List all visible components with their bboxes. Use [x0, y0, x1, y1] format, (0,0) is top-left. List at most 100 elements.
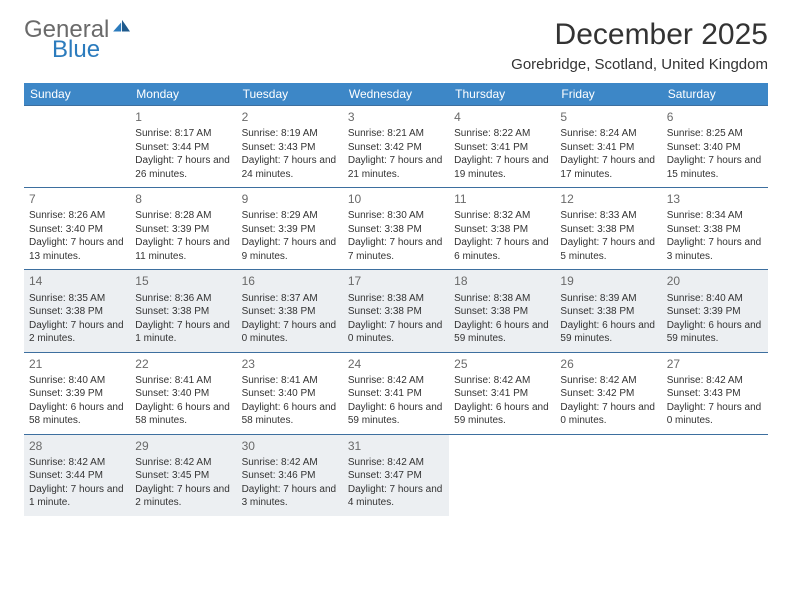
- sunset-line: Sunset: 3:44 PM: [135, 141, 231, 155]
- dow-header-saturday: Saturday: [662, 83, 768, 105]
- sunrise-line: Sunrise: 8:42 AM: [454, 374, 550, 388]
- sunrise-line: Sunrise: 8:21 AM: [348, 127, 444, 141]
- calendar-cell-day-15: 15Sunrise: 8:36 AMSunset: 3:38 PMDayligh…: [130, 269, 236, 351]
- sunrise-line: Sunrise: 8:25 AM: [667, 127, 763, 141]
- sunrise-line: Sunrise: 8:38 AM: [454, 292, 550, 306]
- title-block: December 2025 Gorebridge, Scotland, Unit…: [511, 18, 768, 73]
- sunrise-line: Sunrise: 8:40 AM: [667, 292, 763, 306]
- sunset-line: Sunset: 3:38 PM: [348, 223, 444, 237]
- day-number: 31: [348, 438, 444, 454]
- day-number: 13: [667, 191, 763, 207]
- day-number: 1: [135, 109, 231, 125]
- day-number: 9: [242, 191, 338, 207]
- sunset-line: Sunset: 3:39 PM: [135, 223, 231, 237]
- daylight-line: Daylight: 7 hours and 0 minutes.: [560, 401, 656, 428]
- daylight-line: Daylight: 7 hours and 2 minutes.: [135, 483, 231, 510]
- sunset-line: Sunset: 3:43 PM: [667, 387, 763, 401]
- daylight-line: Daylight: 7 hours and 11 minutes.: [135, 236, 231, 263]
- dow-header-friday: Friday: [555, 83, 661, 105]
- sunset-line: Sunset: 3:38 PM: [560, 223, 656, 237]
- sunrise-line: Sunrise: 8:42 AM: [348, 374, 444, 388]
- sunset-line: Sunset: 3:38 PM: [667, 223, 763, 237]
- day-number: 30: [242, 438, 338, 454]
- sunset-line: Sunset: 3:40 PM: [29, 223, 125, 237]
- sunset-line: Sunset: 3:47 PM: [348, 469, 444, 483]
- daylight-line: Daylight: 6 hours and 58 minutes.: [135, 401, 231, 428]
- day-number: 19: [560, 273, 656, 289]
- sunset-line: Sunset: 3:43 PM: [242, 141, 338, 155]
- calendar-cell-day-23: 23Sunrise: 8:41 AMSunset: 3:40 PMDayligh…: [237, 352, 343, 434]
- daylight-line: Daylight: 7 hours and 4 minutes.: [348, 483, 444, 510]
- day-number: 5: [560, 109, 656, 125]
- daylight-line: Daylight: 7 hours and 5 minutes.: [560, 236, 656, 263]
- day-number: 3: [348, 109, 444, 125]
- daylight-line: Daylight: 7 hours and 6 minutes.: [454, 236, 550, 263]
- calendar-grid: SundayMondayTuesdayWednesdayThursdayFrid…: [24, 83, 768, 516]
- daylight-line: Daylight: 7 hours and 7 minutes.: [348, 236, 444, 263]
- daylight-line: Daylight: 6 hours and 58 minutes.: [29, 401, 125, 428]
- calendar-cell-day-6: 6Sunrise: 8:25 AMSunset: 3:40 PMDaylight…: [662, 105, 768, 187]
- sunset-line: Sunset: 3:41 PM: [560, 141, 656, 155]
- calendar-cell-day-8: 8Sunrise: 8:28 AMSunset: 3:39 PMDaylight…: [130, 187, 236, 269]
- day-number: 27: [667, 356, 763, 372]
- sunrise-line: Sunrise: 8:42 AM: [560, 374, 656, 388]
- calendar-cell-day-13: 13Sunrise: 8:34 AMSunset: 3:38 PMDayligh…: [662, 187, 768, 269]
- calendar-cell-day-2: 2Sunrise: 8:19 AMSunset: 3:43 PMDaylight…: [237, 105, 343, 187]
- calendar-cell-day-11: 11Sunrise: 8:32 AMSunset: 3:38 PMDayligh…: [449, 187, 555, 269]
- calendar-cell-empty: [449, 434, 555, 516]
- sunset-line: Sunset: 3:41 PM: [454, 387, 550, 401]
- sunrise-line: Sunrise: 8:26 AM: [29, 209, 125, 223]
- sunrise-line: Sunrise: 8:33 AM: [560, 209, 656, 223]
- sunset-line: Sunset: 3:40 PM: [242, 387, 338, 401]
- daylight-line: Daylight: 7 hours and 17 minutes.: [560, 154, 656, 181]
- sunset-line: Sunset: 3:46 PM: [242, 469, 338, 483]
- daylight-line: Daylight: 6 hours and 59 minutes.: [454, 401, 550, 428]
- day-number: 16: [242, 273, 338, 289]
- sunrise-line: Sunrise: 8:42 AM: [242, 456, 338, 470]
- calendar-cell-day-5: 5 Sunrise: 8:24 AMSunset: 3:41 PMDaylight…: [555, 105, 661, 187]
- sunset-line: Sunset: 3:44 PM: [29, 469, 125, 483]
- daylight-line: Daylight: 7 hours and 21 minutes.: [348, 154, 444, 181]
- sunset-line: Sunset: 3:39 PM: [29, 387, 125, 401]
- calendar-cell-day-25: 25 Sunrise: 8:42 AMSunset: 3:41 PMDayligh…: [449, 352, 555, 434]
- daylight-line: Daylight: 6 hours and 59 minutes.: [560, 319, 656, 346]
- sunrise-line: Sunrise: 8:36 AM: [135, 292, 231, 306]
- calendar-cell-day-31: 31Sunrise: 8:42 AMSunset: 3:47 PMDayligh…: [343, 434, 449, 516]
- calendar-cell-day-28: 28Sunrise: 8:42 AMSunset: 3:44 PMDayligh…: [24, 434, 130, 516]
- sunset-line: Sunset: 3:41 PM: [454, 141, 550, 155]
- sunrise-line: Sunrise: 8:24 AM: [560, 127, 656, 141]
- sunrise-line: Sunrise: 8:42 AM: [667, 374, 763, 388]
- daylight-line: Daylight: 7 hours and 26 minutes.: [135, 154, 231, 181]
- daylight-line: Daylight: 6 hours and 59 minutes.: [667, 319, 763, 346]
- daylight-line: Daylight: 7 hours and 24 minutes.: [242, 154, 338, 181]
- daylight-line: Daylight: 7 hours and 0 minutes.: [348, 319, 444, 346]
- sunset-line: Sunset: 3:38 PM: [454, 305, 550, 319]
- day-number: 4: [454, 109, 550, 125]
- daylight-line: Daylight: 7 hours and 0 minutes.: [242, 319, 338, 346]
- calendar-cell-day-9: 9Sunrise: 8:29 AMSunset: 3:39 PMDaylight…: [237, 187, 343, 269]
- sunrise-line: Sunrise: 8:19 AM: [242, 127, 338, 141]
- sunset-line: Sunset: 3:42 PM: [348, 141, 444, 155]
- calendar-cell-day-20: 20Sunrise: 8:40 AMSunset: 3:39 PMDayligh…: [662, 269, 768, 351]
- day-number: 25: [454, 356, 550, 372]
- brand-sail-icon-2: [112, 19, 132, 39]
- sunset-line: Sunset: 3:39 PM: [667, 305, 763, 319]
- sunset-line: Sunset: 3:41 PM: [348, 387, 444, 401]
- dow-header-wednesday: Wednesday: [343, 83, 449, 105]
- day-number: 24: [348, 356, 444, 372]
- sunrise-line: Sunrise: 8:17 AM: [135, 127, 231, 141]
- calendar-cell-day-16: 16Sunrise: 8:37 AMSunset: 3:38 PMDayligh…: [237, 269, 343, 351]
- sunset-line: Sunset: 3:40 PM: [667, 141, 763, 155]
- daylight-line: Daylight: 7 hours and 3 minutes.: [242, 483, 338, 510]
- sunrise-line: Sunrise: 8:30 AM: [348, 209, 444, 223]
- sunset-line: Sunset: 3:38 PM: [348, 305, 444, 319]
- calendar-cell-day-26: 26Sunrise: 8:42 AMSunset: 3:42 PMDayligh…: [555, 352, 661, 434]
- calendar-cell-day-27: 27 Sunrise: 8:42 AMSunset: 3:43 PMDayligh…: [662, 352, 768, 434]
- day-number: 14: [29, 273, 125, 289]
- sunrise-line: Sunrise: 8:42 AM: [135, 456, 231, 470]
- daylight-line: Daylight: 7 hours and 0 minutes.: [667, 401, 763, 428]
- sunrise-line: Sunrise: 8:41 AM: [135, 374, 231, 388]
- sunset-line: Sunset: 3:38 PM: [29, 305, 125, 319]
- sunset-line: Sunset: 3:38 PM: [454, 223, 550, 237]
- calendar-cell-day-1: 1 Sunrise: 8:17 AMSunset: 3:44 PMDaylight…: [130, 105, 236, 187]
